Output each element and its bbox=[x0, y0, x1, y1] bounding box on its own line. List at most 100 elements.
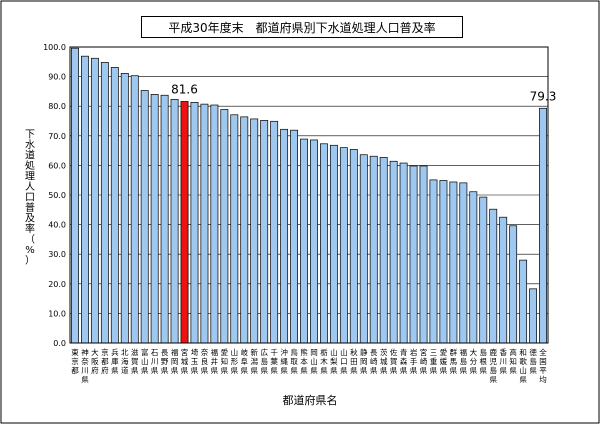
bar bbox=[100, 62, 109, 344]
x-tick-label: 沖縄県 bbox=[280, 347, 288, 375]
bar bbox=[320, 143, 328, 344]
bar bbox=[280, 128, 289, 344]
y-tick-label: 90.0 bbox=[48, 73, 66, 82]
x-tick-label: 大分県 bbox=[470, 347, 478, 375]
x-tick-label: 佐賀県 bbox=[390, 347, 398, 375]
y-tick-label: 70.0 bbox=[48, 132, 66, 141]
bar bbox=[190, 102, 199, 344]
x-tick-label: 山形県 bbox=[231, 347, 239, 375]
x-tick-label: 広島県 bbox=[260, 347, 268, 375]
bar bbox=[160, 94, 169, 344]
x-tick-label: 長崎県 bbox=[370, 348, 378, 375]
bar bbox=[489, 208, 498, 344]
bar bbox=[270, 120, 279, 344]
bar bbox=[81, 55, 89, 344]
y-tick-label: 50.0 bbox=[48, 191, 66, 200]
bar bbox=[339, 147, 348, 344]
bar bbox=[359, 154, 368, 344]
x-axis-label: 都道府県名 bbox=[283, 393, 338, 407]
y-tick-label: 80.0 bbox=[48, 102, 66, 111]
bar bbox=[459, 182, 468, 344]
x-tick-label: 福島県 bbox=[460, 348, 468, 375]
x-tick-label: 熊本県 bbox=[300, 347, 308, 375]
x-tick-label: 兵庫県 bbox=[111, 347, 119, 375]
bar bbox=[449, 181, 458, 344]
x-tick-label: 富山県 bbox=[141, 347, 149, 375]
bar bbox=[379, 157, 388, 344]
bar bbox=[170, 99, 179, 344]
bar bbox=[71, 47, 79, 344]
x-tick-label: 香川県 bbox=[499, 347, 507, 375]
bar bbox=[389, 160, 398, 344]
x-tick-label: 静岡県 bbox=[360, 347, 368, 375]
x-tick-label: 京都府 bbox=[101, 347, 109, 375]
x-tick-label: 青森県 bbox=[400, 347, 408, 375]
y-tick-label: 20.0 bbox=[48, 280, 66, 289]
y-tick-label: 60.0 bbox=[48, 161, 66, 170]
bar bbox=[419, 165, 428, 344]
bar bbox=[150, 94, 159, 344]
bar bbox=[220, 109, 229, 344]
x-tick-label: 愛媛県 bbox=[440, 347, 448, 375]
x-tick-label: 千葉県 bbox=[270, 347, 278, 375]
y-tick-label: 30.0 bbox=[48, 250, 66, 259]
x-tick-label: 鳥取県 bbox=[290, 347, 298, 375]
x-tick-label: 岩手県 bbox=[410, 347, 418, 375]
x-tick-label: 滋賀県 bbox=[131, 347, 139, 375]
bar bbox=[429, 179, 438, 344]
bar bbox=[469, 191, 478, 344]
x-tick-label: 神奈川県 bbox=[81, 347, 89, 384]
bar bbox=[130, 75, 139, 344]
x-tick-label: 岐阜県 bbox=[241, 347, 249, 375]
y-axis-label-text: 下水道処理人口普及率（%） bbox=[25, 129, 35, 266]
x-tick-label: 宮城県 bbox=[181, 347, 189, 375]
x-tick-label: 愛知県 bbox=[221, 347, 229, 375]
bar bbox=[529, 288, 537, 344]
bar bbox=[300, 138, 308, 344]
x-tick-label: 島根県 bbox=[480, 347, 488, 375]
bar bbox=[290, 129, 298, 344]
y-axis-label: 下水道処理人口普及率（%） bbox=[25, 129, 35, 266]
bar bbox=[349, 149, 358, 344]
x-tick-label: 山口県 bbox=[340, 347, 348, 375]
bar bbox=[110, 67, 119, 344]
x-tick-label: 新潟県 bbox=[250, 347, 258, 375]
bar bbox=[409, 165, 418, 344]
y-tick-label: 100.0 bbox=[43, 43, 66, 52]
data-label: 81.6 bbox=[171, 82, 198, 96]
y-tick-label: 10.0 bbox=[48, 309, 66, 318]
x-tick-label: 東京都 bbox=[71, 347, 79, 375]
x-tick-label: 鹿児島県 bbox=[489, 347, 497, 384]
y-tick-labels: 0.0 10.0 20.0 30.0 40.0 50.0 60.0 70.0 80.0 90.0 1… bbox=[43, 43, 66, 348]
bar bbox=[210, 104, 219, 344]
bar bbox=[310, 139, 318, 344]
x-tick-label: 福岡県 bbox=[171, 348, 179, 375]
x-tick-label: 秋田県 bbox=[350, 347, 358, 375]
bar bbox=[499, 216, 508, 344]
x-tick-label: 埼玉県 bbox=[191, 347, 199, 375]
bar bbox=[240, 116, 249, 344]
bar bbox=[200, 103, 209, 344]
bar bbox=[479, 196, 488, 344]
y-tick-label: 0.0 bbox=[53, 339, 66, 348]
x-tick-label: 岡山県 bbox=[310, 348, 318, 375]
data-labels: 81.6 79.3 bbox=[171, 82, 556, 103]
bar bbox=[519, 259, 528, 344]
x-tick-label: 栃木県 bbox=[320, 347, 328, 375]
bar bbox=[369, 155, 378, 344]
x-tick-labels: 東京都神奈川県大阪府京都府兵庫県北海道滋賀県富山県石川県長野県福岡県宮城県埼玉県… bbox=[71, 347, 547, 384]
y-tick-label: 40.0 bbox=[48, 221, 66, 230]
data-label: 79.3 bbox=[530, 89, 557, 103]
bar bbox=[230, 114, 239, 344]
bar bbox=[329, 144, 338, 344]
x-tick-label: 和歌山県 bbox=[519, 348, 527, 384]
bar bbox=[120, 72, 129, 344]
x-tick-label: 宮崎県 bbox=[420, 347, 428, 375]
x-tick-label: 福井県 bbox=[211, 348, 219, 375]
x-tick-label: 群馬県 bbox=[450, 347, 458, 375]
x-tick-label: 三重県 bbox=[430, 348, 438, 375]
bar bbox=[250, 118, 259, 344]
x-tick-label: 山梨県 bbox=[330, 347, 338, 375]
